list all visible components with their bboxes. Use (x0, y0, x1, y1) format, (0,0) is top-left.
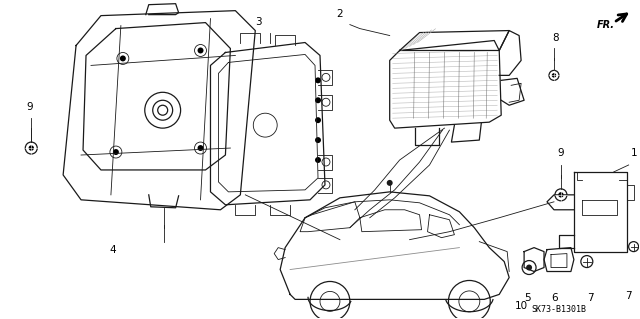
Circle shape (558, 192, 564, 197)
Text: 7: 7 (625, 292, 632, 301)
Circle shape (315, 117, 321, 123)
Text: 7: 7 (588, 293, 594, 303)
Text: 9: 9 (557, 148, 564, 158)
Circle shape (387, 180, 393, 186)
Text: 3: 3 (255, 17, 262, 26)
Text: 8: 8 (553, 33, 559, 42)
Circle shape (315, 78, 321, 83)
Circle shape (526, 264, 532, 271)
Circle shape (315, 97, 321, 103)
Circle shape (120, 56, 126, 62)
Circle shape (29, 145, 34, 151)
Text: 10: 10 (515, 301, 528, 311)
Text: 4: 4 (109, 245, 116, 255)
Text: 6: 6 (552, 293, 558, 303)
Circle shape (315, 157, 321, 163)
Circle shape (198, 145, 204, 151)
Text: SK73-B1301B: SK73-B1301B (531, 305, 586, 314)
Text: FR.: FR. (596, 19, 615, 30)
Circle shape (198, 48, 204, 54)
Circle shape (552, 73, 556, 78)
Text: 1: 1 (631, 148, 638, 158)
Text: 5: 5 (524, 293, 531, 303)
Text: 2: 2 (337, 9, 343, 19)
Circle shape (315, 137, 321, 143)
Text: 9: 9 (26, 102, 33, 112)
Circle shape (113, 149, 119, 155)
